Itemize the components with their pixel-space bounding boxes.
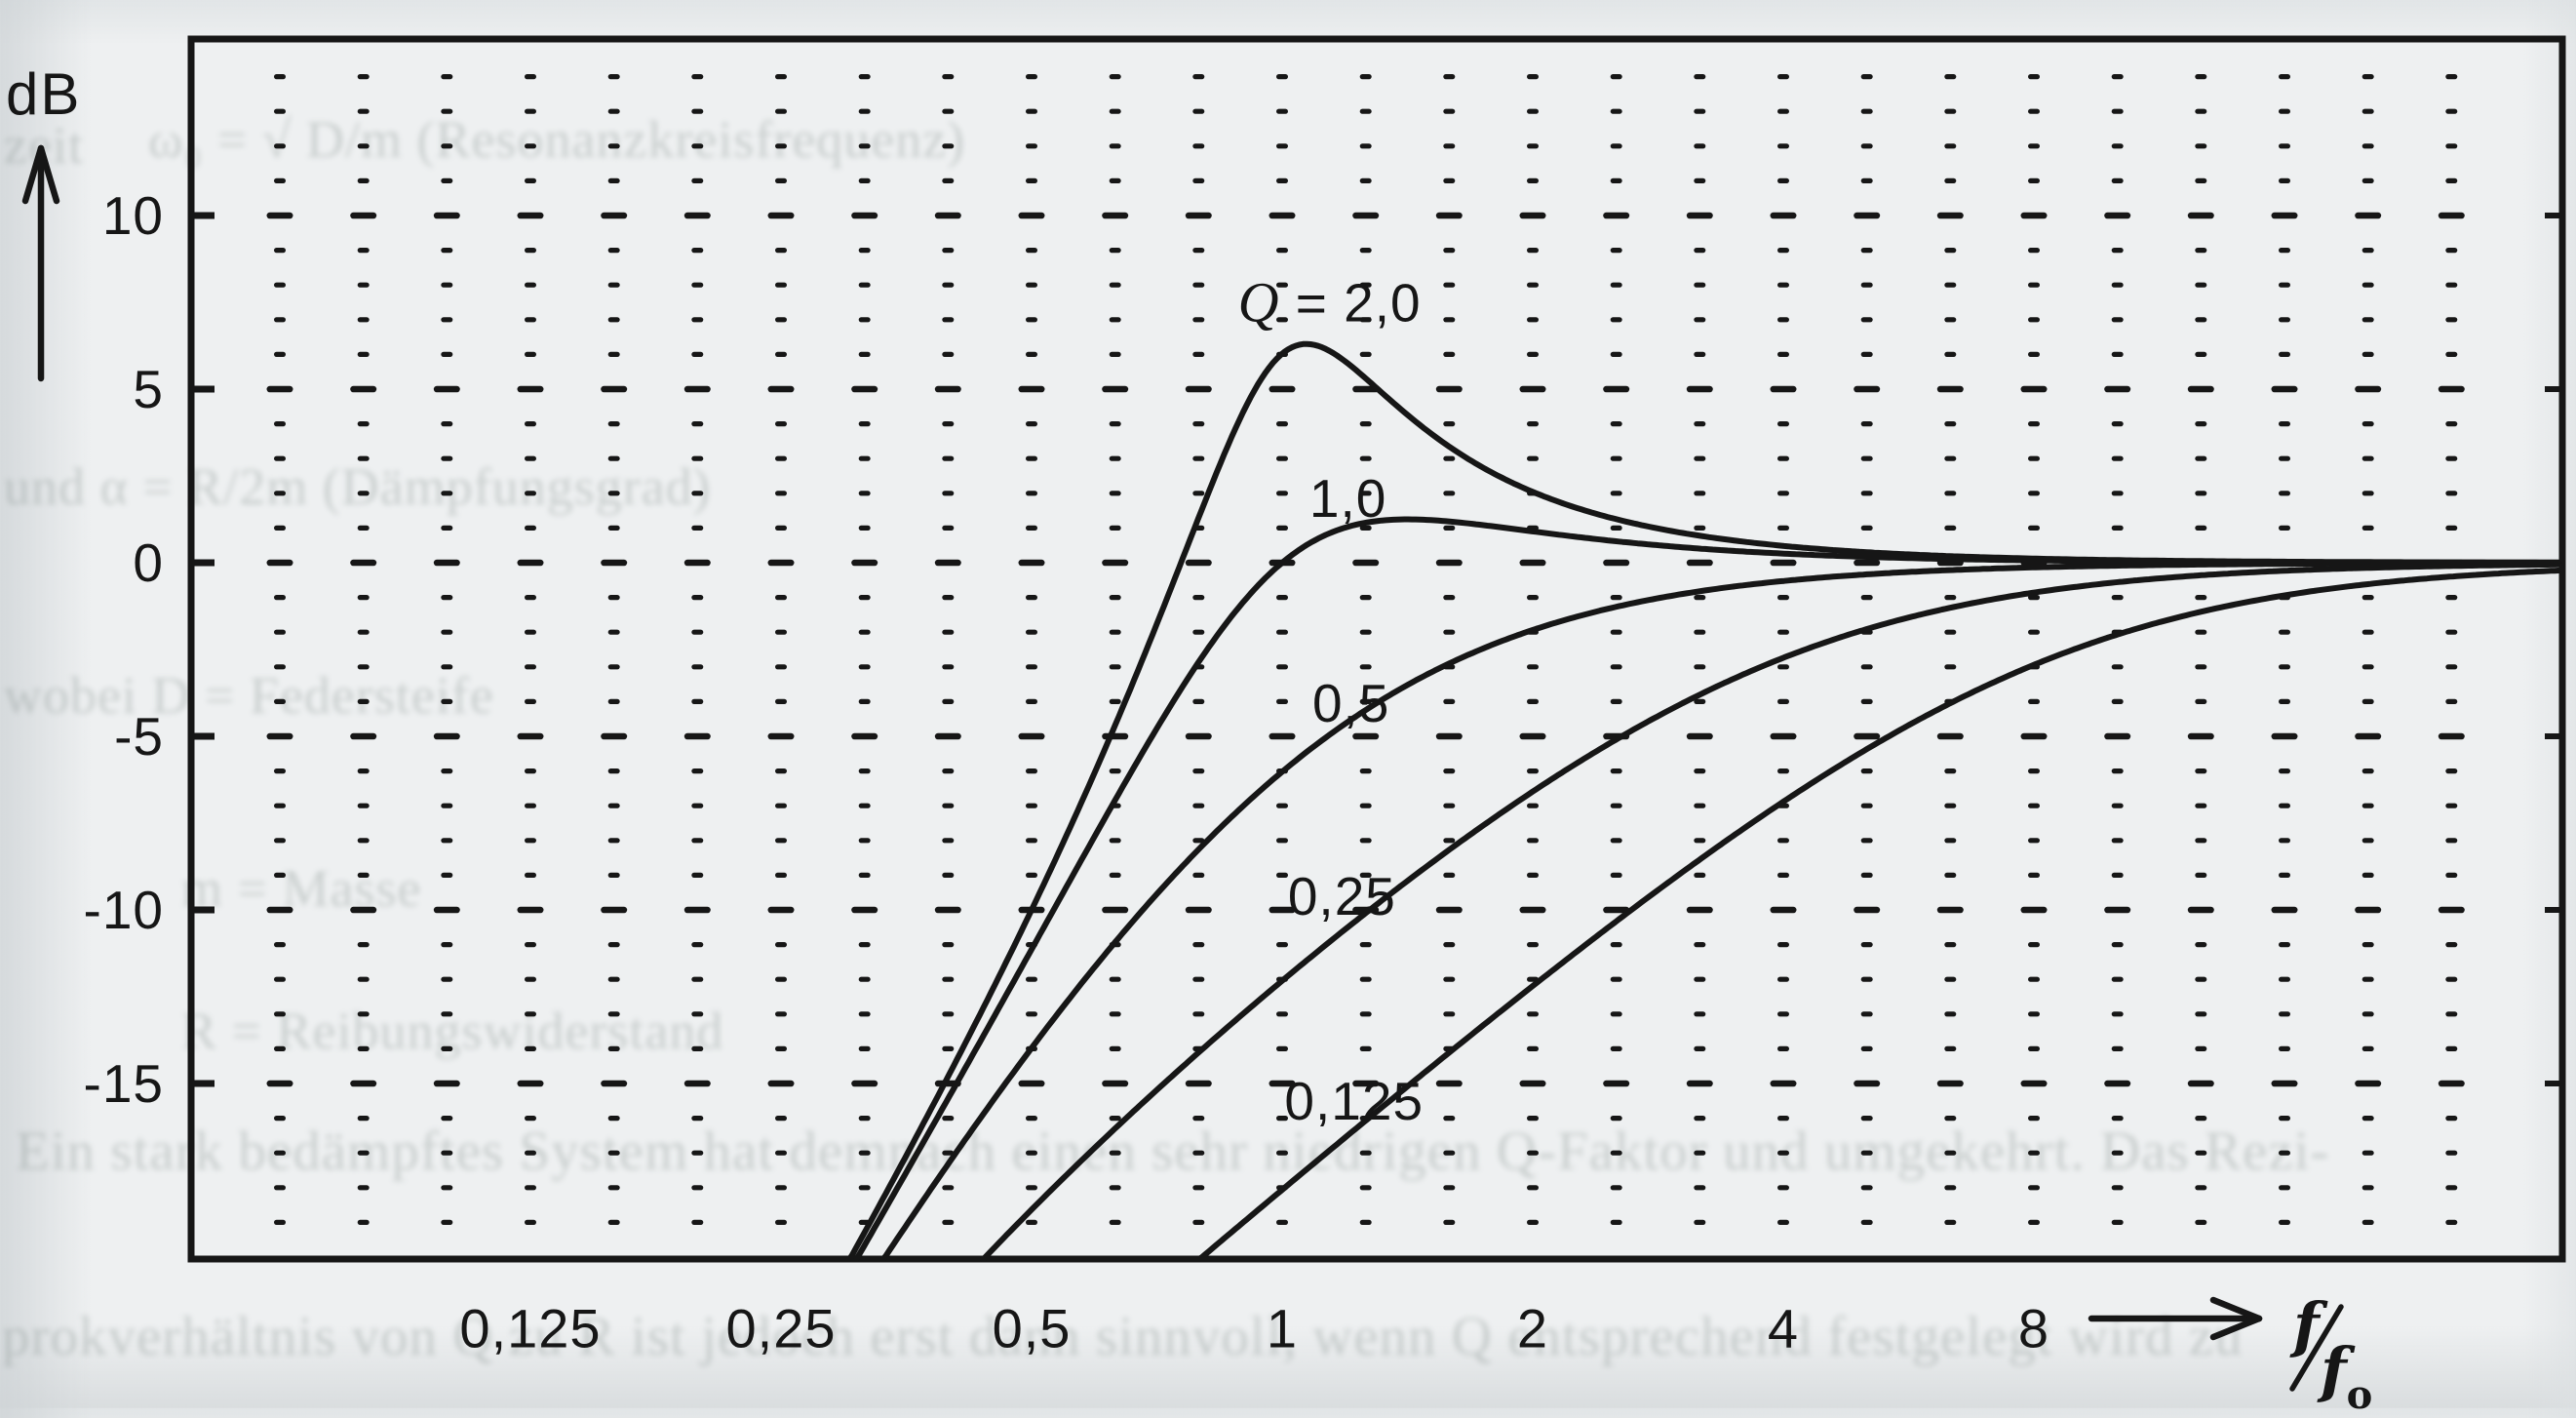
x-tick-label-0,5: 0,5 (992, 1297, 1072, 1359)
ghost-line: wobei D = Federsteife (4, 666, 494, 725)
x-tick-label-4: 4 (1767, 1297, 1800, 1359)
ghost-line: m = Masse (181, 859, 422, 918)
y-tick-label--5: -5 (114, 706, 164, 767)
curve-label-0,125: 0,125 (1284, 1070, 1425, 1131)
y-tick-label-0: 0 (133, 532, 164, 593)
x-tick-label-0,25: 0,25 (725, 1297, 837, 1359)
fraction-slash (2289, 1304, 2344, 1392)
resonance-frequency-symbol: fo (2321, 1334, 2372, 1418)
ghost-line: prokverhältnis von Q zu R ist jedoch ers… (2, 1306, 2244, 1367)
x-tick-label-8: 8 (2017, 1297, 2050, 1359)
x-tick-label-2: 2 (1516, 1297, 1549, 1359)
y-axis-unit-label: dB (6, 61, 82, 127)
curve-q-0_5 (879, 560, 2562, 1262)
ghost-line: Ein stark bedämpftes System hat demnach … (16, 1121, 2330, 1182)
curve-label-Q2,0: Q = 2,0 (1237, 270, 1422, 335)
curve-label-1,0: 1,0 (1308, 468, 1387, 530)
ghost-line: und α = R/2m (Dämpfungsgrad) (4, 457, 712, 516)
grid-dots (266, 74, 2465, 1225)
q-symbol: Q (1237, 270, 1280, 335)
curve-label-0,5: 0,5 (1311, 673, 1390, 734)
ghost-line: ω₀ = √ D/m (Resonanzkreisfrequenz) (148, 110, 966, 169)
y-tick-label--10: -10 (83, 880, 164, 940)
f-glyph: f (2321, 1334, 2347, 1405)
x-axis-arrow (2088, 1296, 2263, 1341)
curve-label-0,25: 0,25 (1287, 865, 1396, 926)
y-axis-arrow (21, 144, 60, 382)
response-curves (846, 340, 2562, 1262)
plot-border (187, 35, 2566, 1263)
curve-q-0_25 (979, 561, 2562, 1262)
x-tick-label-1: 1 (1266, 1297, 1299, 1359)
y-tick-label--15: -15 (83, 1053, 164, 1114)
curve-q-0_125 (1195, 568, 2562, 1262)
x-tick-label-0,125: 0,125 (459, 1297, 602, 1359)
y-tick-label-5: 5 (133, 359, 164, 419)
y-tick-label-10: 10 (101, 185, 164, 246)
f0-subscript: o (2346, 1372, 2373, 1418)
frequency-symbol: f (2293, 1289, 2320, 1360)
